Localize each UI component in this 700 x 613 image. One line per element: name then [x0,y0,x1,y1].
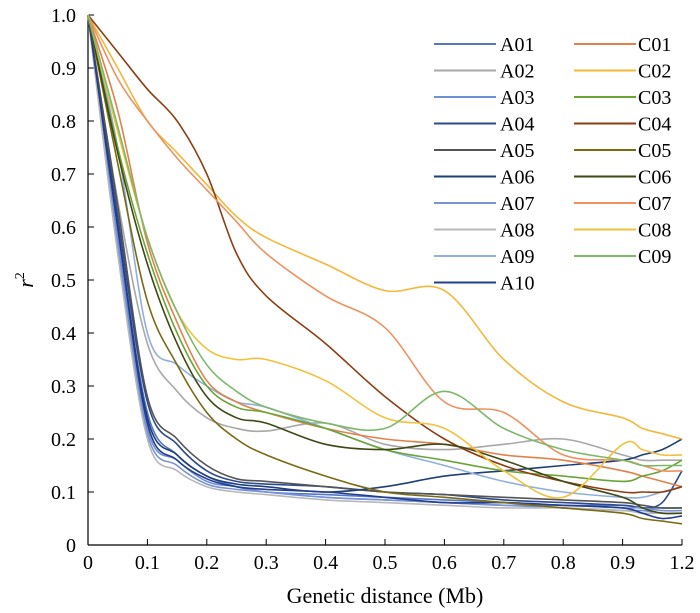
x-tick-label: 0.4 [313,552,338,574]
legend-label-c06: C06 [638,167,671,189]
legend-label-a08: A08 [500,220,534,242]
x-tick-label: 0.8 [551,552,576,574]
legend-label-c07: C07 [638,193,671,215]
y-tick-label: 0.6 [51,217,76,239]
y-tick-label: 0.3 [51,376,76,398]
series-line-c03 [87,14,683,483]
legend-label-c05: C05 [638,140,671,162]
series-line-a02 [87,14,682,462]
series-line-a06 [87,14,683,493]
x-tick-label: 0.1 [135,552,160,574]
legend-label-a03: A03 [500,87,534,109]
series-line-c04 [87,14,683,494]
y-tick-label: 0.8 [51,111,76,133]
legend-label-a02: A02 [500,61,534,83]
y-tick-label: 0.4 [51,323,76,345]
x-tick-label: 0.2 [194,552,219,574]
series-line-a08 [87,14,682,515]
y-tick-label: 0.9 [51,58,76,80]
legend-label-c01: C01 [638,34,671,56]
series-line-a10 [87,14,683,520]
legend-label-c08: C08 [638,220,671,242]
y-axis-label: r2 [13,272,38,288]
series-line-c05 [87,14,683,525]
legend-label-a10: A10 [500,273,534,295]
y-tick-label: 0.7 [51,164,76,186]
series-line-c06 [87,14,683,515]
legend-label-c02: C02 [638,61,671,83]
series-line-c07 [87,14,683,472]
legend-label-a05: A05 [500,140,534,162]
legend-label-a04: A04 [500,114,534,136]
series-line-c02 [87,14,683,440]
x-tick-label: 0.6 [432,552,457,574]
x-tick-label: 0.3 [254,552,279,574]
legend-label-c09: C09 [638,246,671,268]
y-tick-label: 0.5 [51,270,76,292]
series-line-a05 [87,14,683,509]
legend-label-a07: A07 [500,193,534,215]
legend-label-c04: C04 [638,114,671,136]
legend-label-c03: C03 [638,87,671,109]
series-line-a01 [87,14,682,509]
y-tick-label: 0.1 [51,482,76,504]
x-tick-label: 1.2 [670,552,695,574]
y-tick-label: 0.2 [51,429,76,451]
y-tick-label: 0 [66,535,76,557]
series-line-c09 [87,14,682,467]
x-tick-label: 0.5 [373,552,398,574]
legend-label-a09: A09 [500,246,534,268]
x-tick-label: 0 [83,552,93,574]
y-tick-label: 1.0 [51,5,76,27]
series-line-a07 [87,14,683,512]
series-line-c01 [87,14,683,488]
x-tick-label: 0.7 [491,552,516,574]
series-line-a04 [87,14,683,509]
legend: A01 A02 A03 A04 A05 A06 A07 A08 A09 A10 C01 C02 C03 C… [434,34,671,295]
legend-label-a06: A06 [500,167,534,189]
series-lines [87,14,683,525]
axes: 0 0.1 0.2 0.3 0.4 0.5 0.6 0.7 0.8 0.9 1.0 0 0.1 0.2 0.… [51,5,695,574]
legend-label-a01: A01 [500,34,534,56]
x-tick-label: 0.9 [610,552,635,574]
x-axis-label: Genetic distance (Mb) [287,583,484,608]
